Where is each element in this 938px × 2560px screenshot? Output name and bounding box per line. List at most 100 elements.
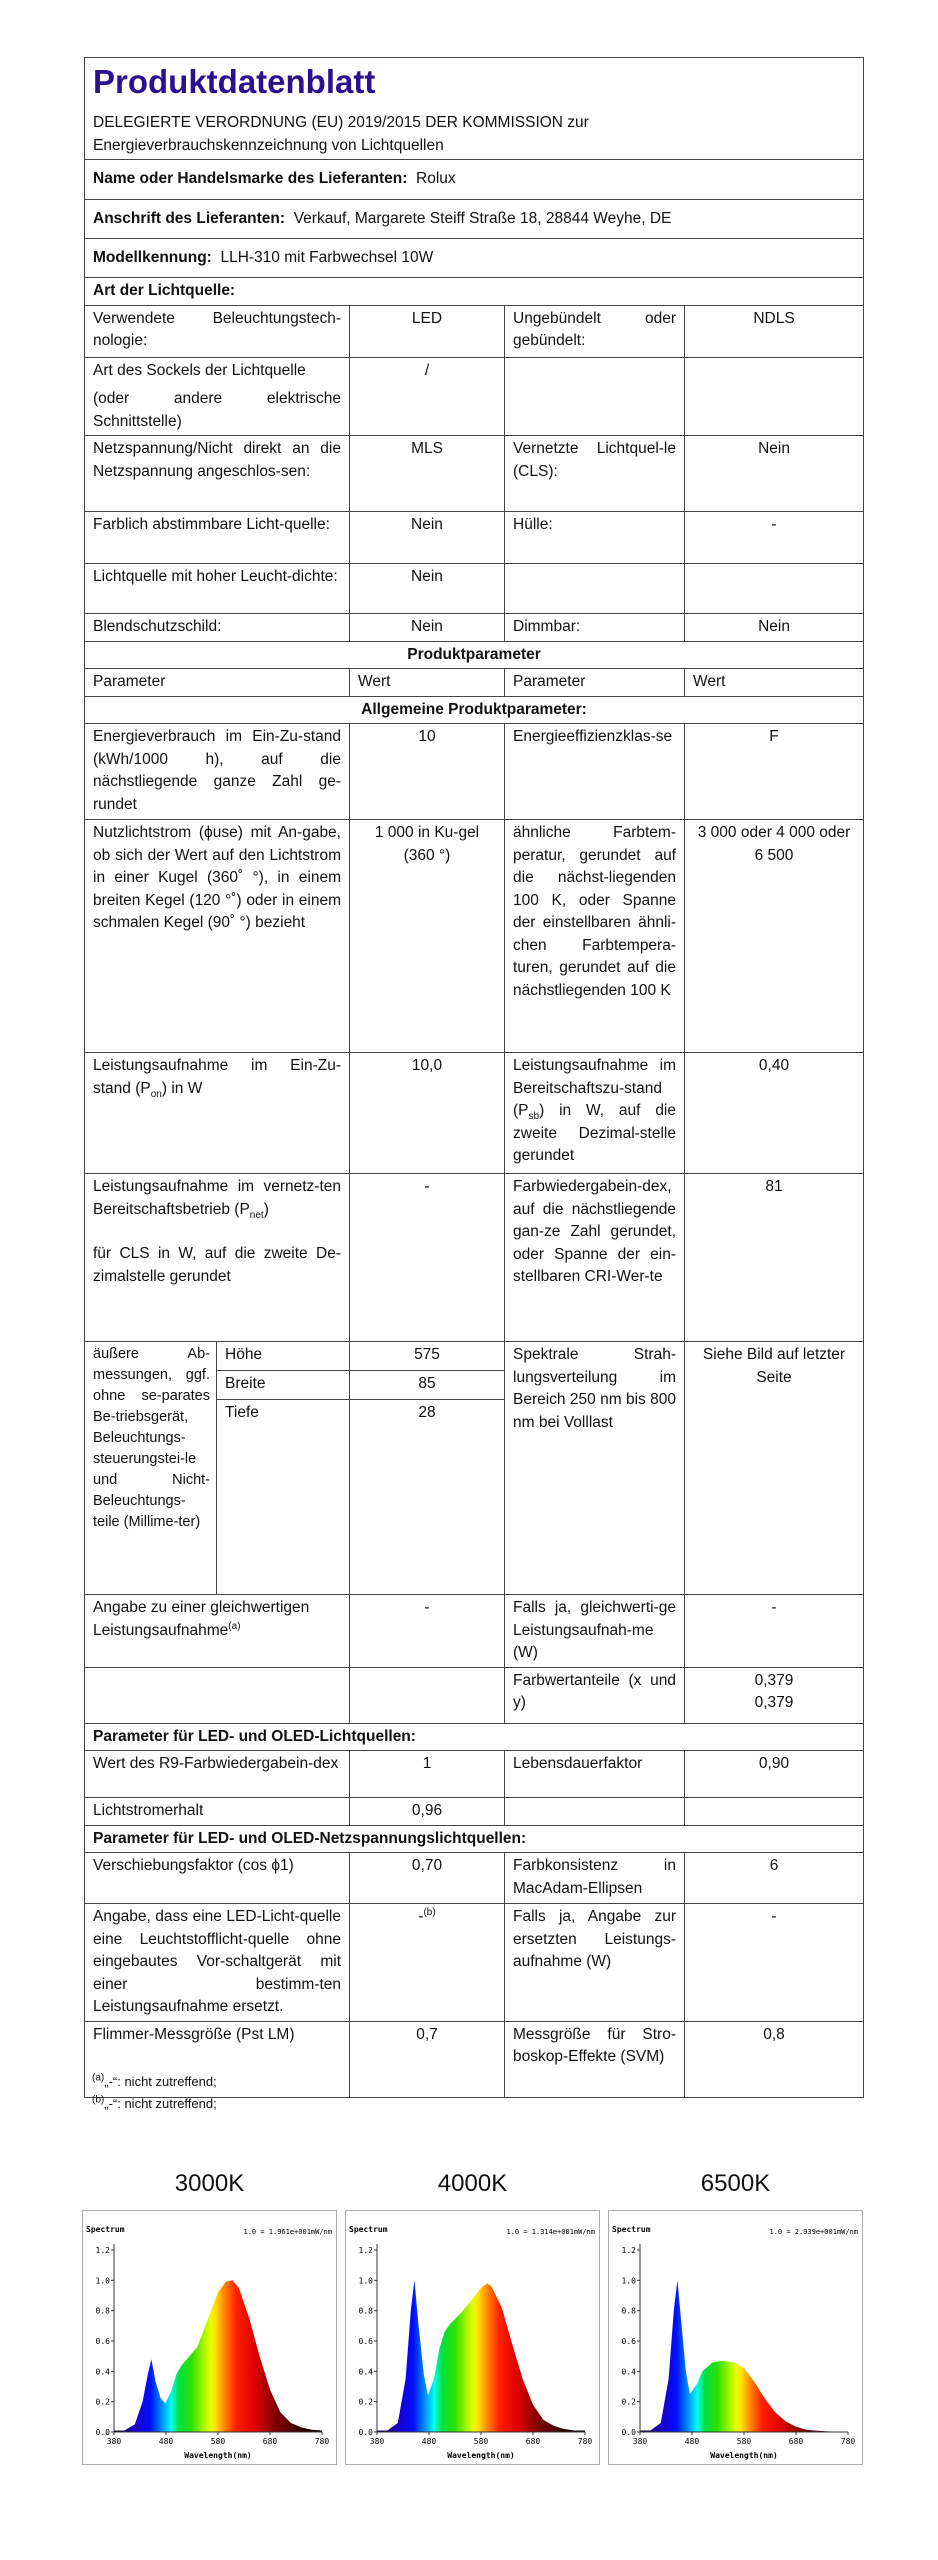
param-label: Energieverbrauch im Ein-Zu-stand (kWh/10… <box>84 723 350 820</box>
text: Leistungsaufnahme im vernetz-ten Bereits… <box>93 1178 341 1218</box>
param-label: Angabe, dass eine LED-Licht-quelle eine … <box>84 1903 350 2022</box>
param-label: Art des Sockels der Lichtquelle (oder and… <box>84 356 350 436</box>
param-label: Hülle: <box>504 511 685 564</box>
y-tick-label: 0.4 <box>359 2367 374 2376</box>
table-row-dimensions: äußere Ab-messungen, ggf. ohne se-parate… <box>84 1341 865 1595</box>
section-mains-led-parameters: Parameter für LED- und OLED-Netzspannung… <box>83 1824 865 1853</box>
dimension-value: 85 <box>349 1370 505 1400</box>
table-row: Nutzlichtstrom (ϕuse) mit An-gabe, ob si… <box>84 819 865 1053</box>
text: Angabe zu einer gleichwertigen Leistungs… <box>93 1599 310 1639</box>
x-tick-label: 780 <box>841 2437 856 2446</box>
x-tick-label: 580 <box>737 2437 752 2446</box>
column-header: Parameter <box>504 668 685 697</box>
param-value: Nein <box>683 613 865 642</box>
footnote-text: „-“: nicht zutreffend; <box>104 2074 217 2089</box>
text: ) in W <box>161 1079 203 1097</box>
param-label: Spektrale Strah-lungsverteilung im Berei… <box>504 1341 685 1595</box>
x-tick-label: 580 <box>474 2437 489 2446</box>
column-header: Parameter <box>84 668 350 697</box>
param-value: MLS <box>349 435 505 512</box>
subscript: net <box>249 1209 264 1221</box>
table-row: Blendschutzschild: Nein Dimmbar: Nein <box>84 613 865 642</box>
param-value: - <box>349 1594 505 1668</box>
param-value: 1 <box>349 1750 505 1798</box>
x-tick-label: 680 <box>526 2437 541 2446</box>
x-tick-label: 380 <box>107 2437 122 2446</box>
param-label: Nutzlichtstrom (ϕuse) mit An-gabe, ob si… <box>84 819 350 1053</box>
x-axis-label: Wavelength(nm) <box>184 2451 251 2460</box>
footnote-mark: (b) <box>92 2094 105 2106</box>
table-row: Lichtstromerhalt 0,96 <box>84 1797 865 1826</box>
spectrum-chart-3000k: 0.0 0.2 0.4 0.6 0.8 1.0 1.2 380 480 580 680 780 Spec… <box>82 2210 337 2465</box>
param-label: Messgröße für Stro-boskop-Effekte (SVM) <box>504 2020 685 2098</box>
param-label: Ungebündelt oder gebündelt: <box>504 304 685 358</box>
param-value: LED <box>349 304 505 358</box>
param-label: Netzspannung/Nicht direkt an die Netzspa… <box>84 435 350 512</box>
param-value: F <box>683 723 865 820</box>
param-label: Verschiebungsfaktor (cos ϕ1) <box>84 1852 350 1904</box>
param-value: - <box>683 1903 865 2022</box>
x-tick-label: 680 <box>263 2437 278 2446</box>
param-value: 6 <box>683 1852 865 1904</box>
chart-title: 3000K <box>174 2170 245 2197</box>
param-label: Leistungsaufnahme im Ein-Zu-stand (Pon) … <box>84 1052 350 1174</box>
param-value: 81 <box>683 1173 865 1342</box>
header-cell: Produktdatenblatt DELEGIERTE VERORDNUNG … <box>83 57 865 160</box>
y-tick-label: 0.0 <box>622 2428 637 2437</box>
table-row: Flimmer-Messgröße (Pst LM) 0,7 Messgröße… <box>84 2020 865 2098</box>
supplier-name-value: Rolux <box>416 170 456 188</box>
superscript: (b) <box>423 1906 436 1918</box>
y-tick-label: 0.2 <box>622 2398 637 2407</box>
product-datasheet-table: Produktdatenblatt DELEGIERTE VERORDNUNG … <box>83 57 865 2098</box>
param-label: Lichtstromerhalt <box>84 1797 350 1826</box>
x-tick-label: 680 <box>789 2437 804 2446</box>
y-tick-label: 0.2 <box>359 2398 374 2407</box>
chromaticity-x: 0,379 <box>754 1671 794 1689</box>
y-tick-label: 1.2 <box>622 2246 637 2255</box>
y-axis-label: Spectrum <box>612 2225 651 2234</box>
y-tick-label: 1.2 <box>359 2246 374 2255</box>
page-title: Produktdatenblatt <box>93 63 376 100</box>
chromaticity-y: 0,379 <box>754 1694 794 1711</box>
param-value: Nein <box>349 613 505 642</box>
x-tick-label: 780 <box>578 2437 593 2446</box>
model-label: Modellkennung: <box>93 248 212 266</box>
param-label: Falls ja, gleichwerti-ge Leistungsaufnah… <box>504 1594 685 1668</box>
param-value: - <box>683 1594 865 1668</box>
dimension-value: 575 <box>349 1341 505 1371</box>
text: ) <box>263 1200 269 1218</box>
spectrum-charts: 3000K 4000K 6500K 0.0 0.2 0.4 0.6 0.8 1.0 1.2 3… <box>82 2170 863 2470</box>
x-tick-label: 480 <box>685 2437 700 2446</box>
subscript: on <box>150 1088 162 1100</box>
table-row: Farbwertanteile (x und y) 0,379 0,379 <box>84 1666 865 1724</box>
param-value: / <box>349 356 505 436</box>
y-tick-label: 0.8 <box>622 2307 637 2316</box>
section-general-parameters: Allgemeine Produktparameter: <box>83 695 865 724</box>
param-label: Lebensdauerfaktor <box>504 1750 685 1798</box>
column-header-row: Parameter Wert Parameter Wert <box>84 668 865 697</box>
y-tick-label: 1.0 <box>359 2276 374 2285</box>
x-tick-label: 480 <box>422 2437 437 2446</box>
table-row: Leistungsaufnahme im Ein-Zu-stand (Pon) … <box>84 1052 865 1174</box>
param-label: Dimmbar: <box>504 613 685 642</box>
x-tick-label: 780 <box>315 2437 330 2446</box>
param-value: 0,96 <box>349 1797 505 1826</box>
param-label: Vernetzte Lichtquel-le (CLS): <box>504 435 685 512</box>
table-row: Wert des R9-Farbwiedergabein-dex 1 Leben… <box>84 1750 865 1798</box>
section-led-parameters: Parameter für LED- und OLED-Lichtquellen… <box>83 1722 865 1751</box>
param-label: Farbkonsistenz in MacAdam-Ellipsen <box>504 1852 685 1904</box>
param-label: Flimmer-Messgröße (Pst LM) <box>84 2020 350 2098</box>
chart-title: 4000K <box>437 2170 508 2197</box>
y-tick-label: 1.2 <box>96 2246 111 2255</box>
supplier-name-label: Name oder Handelsmarke des Lieferanten: <box>93 170 408 188</box>
x-axis-label: Wavelength(nm) <box>710 2451 777 2460</box>
table-row: Lichtquelle mit hoher Leucht-dichte: Nei… <box>84 563 865 614</box>
param-value: 0,379 0,379 <box>683 1666 865 1724</box>
section-product-parameters: Produktparameter <box>83 640 865 669</box>
param-value: Nein <box>349 563 505 614</box>
text: Leistungsaufnahme im Ein-Zu-stand (P <box>93 1057 341 1097</box>
param-label: ähnliche Farbtem-peratur, gerundet auf d… <box>504 819 685 1053</box>
regulation-line-1: DELEGIERTE VERORDNUNG (EU) 2019/2015 DER… <box>93 114 589 131</box>
y-tick-label: 0.4 <box>622 2367 637 2376</box>
footnote-text: „-“: nicht zutreffend; <box>104 2096 217 2111</box>
